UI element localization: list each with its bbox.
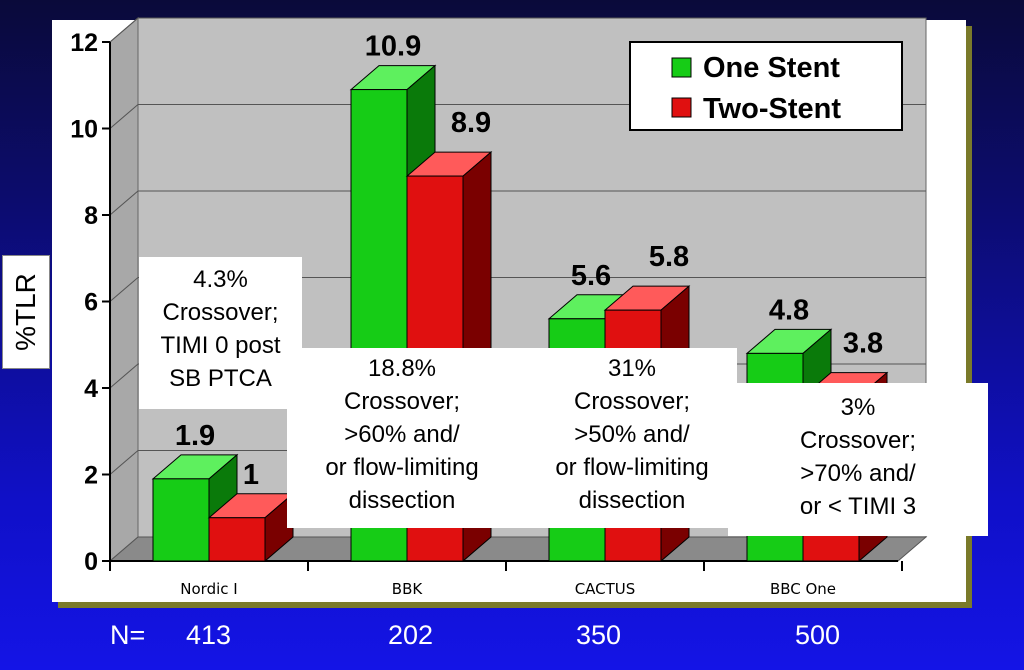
n-value-bbc-one: 500 — [795, 620, 841, 650]
y-tick-label: 0 — [84, 548, 98, 576]
callout-line: 18.8% — [367, 355, 437, 382]
data-label: 3.8 — [843, 328, 883, 360]
x-tick-label: CACTUS — [575, 580, 636, 598]
callout-line: Crossover; — [162, 299, 279, 326]
callout-line: 31% — [607, 355, 657, 382]
legend-label-one-stent: One Stent — [703, 52, 840, 84]
data-label: 10.9 — [365, 31, 421, 63]
y-axis-label-box: %TLR — [2, 255, 50, 369]
x-tick-label: BBC One — [770, 580, 836, 598]
legend-swatch-two-stent — [671, 97, 692, 118]
callout-nordic: 4.3% Crossover; TIMI 0 post SB PTCA — [139, 257, 302, 409]
callout-bbk-cactus: 18.8% Crossover; >60% and/ or flow-limit… — [287, 348, 737, 528]
callout-line: 3% — [840, 394, 876, 421]
callout-line: or flow-limiting — [325, 454, 479, 481]
gridline — [109, 17, 926, 43]
callout-line: Crossover; — [343, 388, 461, 415]
callout-line: 4.3% — [193, 266, 248, 293]
data-label: 4.8 — [769, 294, 809, 326]
callout-line: or flow-limiting — [555, 454, 709, 481]
callout-line: or < TIMI 3 — [799, 493, 917, 520]
x-tick-label: Nordic I — [180, 580, 237, 598]
y-tick-label: 4 — [84, 375, 98, 403]
n-value-cactus: 350 — [576, 620, 622, 650]
callout-line: >70% and/ — [800, 460, 916, 487]
callout-line: >60% and/ — [344, 421, 460, 448]
data-label: 1.9 — [175, 420, 215, 452]
bar — [208, 517, 266, 562]
data-label: 5.8 — [649, 241, 689, 273]
y-tick-label: 10 — [70, 116, 98, 144]
y-tick-label: 12 — [70, 29, 98, 57]
bar — [152, 478, 210, 562]
callout-line: >50% and/ — [574, 421, 690, 448]
gridline — [109, 190, 926, 216]
callout-line: TIMI 0 post — [160, 332, 281, 359]
callout-line: SB PTCA — [169, 365, 272, 392]
y-tick-label: 2 — [84, 462, 98, 490]
legend: One Stent Two-Stent — [629, 41, 903, 131]
gridline — [109, 277, 926, 302]
callout-line: dissection — [348, 487, 456, 514]
n-label: N= — [110, 620, 146, 650]
data-label: 5.6 — [571, 260, 611, 292]
data-label: 1 — [243, 459, 259, 491]
y-tick-label: 6 — [84, 289, 98, 317]
y-tick-label: 8 — [84, 202, 98, 230]
y-axis-label: %TLR — [10, 273, 42, 351]
callout-bbc-one: 3% Crossover; >70% and/ or < TIMI 3 — [728, 383, 988, 536]
callout-line: Crossover; — [799, 427, 917, 454]
n-value-nordic: 413 — [186, 620, 232, 650]
n-value-bbk: 202 — [388, 620, 434, 650]
legend-label-two-stent: Two-Stent — [703, 93, 841, 125]
x-tick-label: BBK — [392, 580, 424, 598]
legend-swatch-one-stent — [671, 57, 692, 78]
callout-line: dissection — [578, 487, 686, 514]
data-label: 8.9 — [451, 107, 491, 139]
callout-line: Crossover; — [573, 388, 691, 415]
